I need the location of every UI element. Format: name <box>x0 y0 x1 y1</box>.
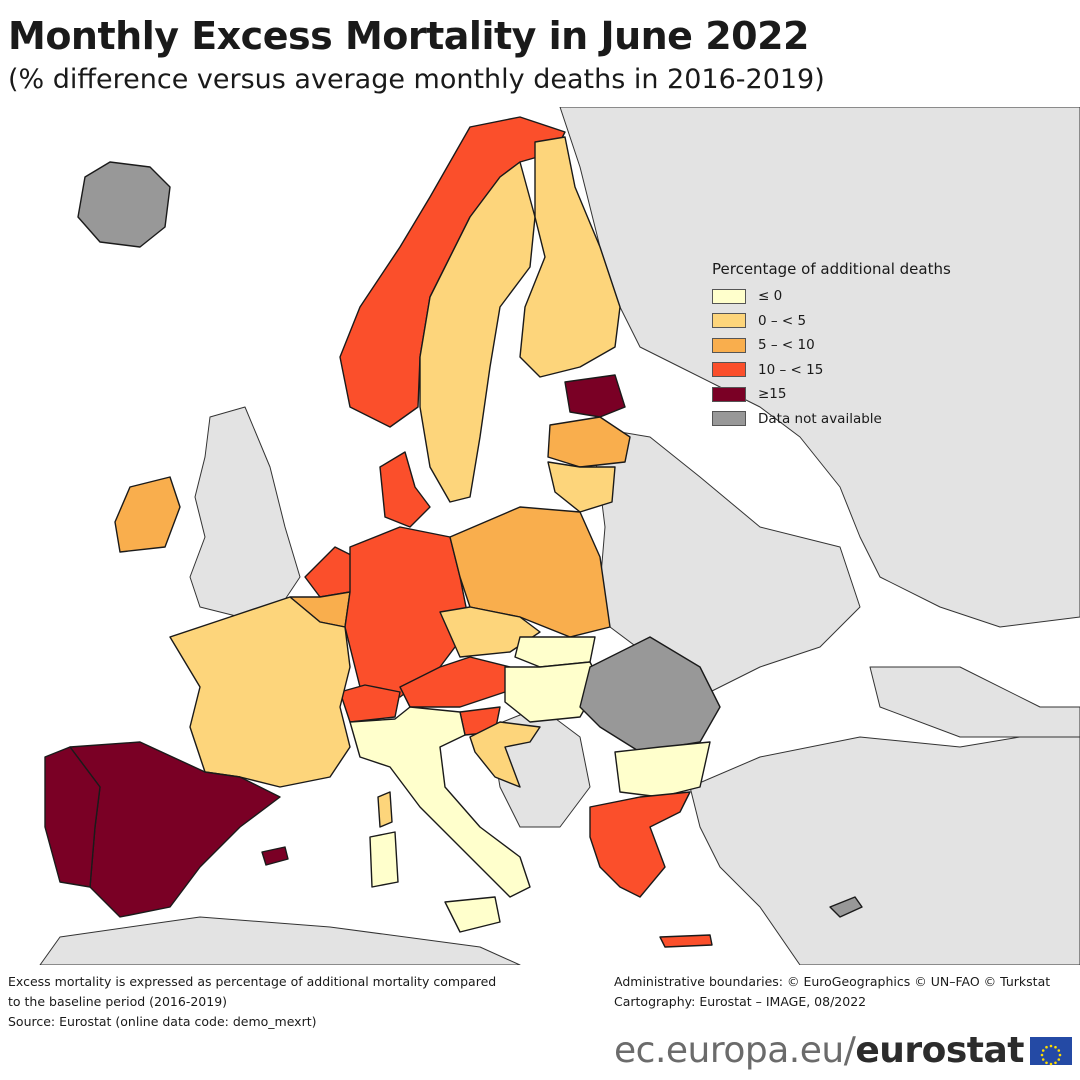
map-title: Monthly Excess Mortality in June 2022 <box>8 14 809 58</box>
country-latvia <box>547 416 631 468</box>
legend-label: ≥15 <box>758 386 787 403</box>
legend-label: 10 – < 15 <box>758 361 824 378</box>
legend-label: ≤ 0 <box>758 288 783 305</box>
country-lithuania <box>547 461 616 513</box>
country-netherlands <box>304 546 356 598</box>
legend-swatch <box>712 362 746 378</box>
legend-title: Percentage of additional deaths <box>712 260 951 278</box>
legend-item: ≥15 <box>712 382 951 407</box>
region-north-africa <box>39 916 521 965</box>
footer-cartography-credit: Cartography: Eurostat – IMAGE, 08/2022 <box>614 994 867 1009</box>
footer-credits: Administrative boundaries: © EuroGeograp… <box>614 972 1050 1012</box>
footer-source: Source: Eurostat (online data code: demo… <box>8 1014 317 1029</box>
country-greece <box>589 791 691 898</box>
country-spain-balearic <box>261 846 289 866</box>
country-sweden <box>419 161 536 503</box>
country-iceland <box>77 161 171 248</box>
country-denmark <box>379 451 431 528</box>
country-switzerland <box>339 684 401 723</box>
region-caucasus <box>869 666 1080 738</box>
country-france-corsica <box>377 791 393 828</box>
country-ireland <box>114 476 181 553</box>
eurostat-brand[interactable]: ec.europa.eu/eurostat <box>614 1030 1073 1071</box>
country-bulgaria <box>614 741 711 798</box>
region-uk <box>189 406 301 618</box>
country-czechia <box>439 606 541 658</box>
map-subtitle: (% difference versus average monthly dea… <box>8 64 825 95</box>
country-greece-crete <box>659 934 713 948</box>
country-estonia <box>564 374 626 418</box>
legend-label: 5 – < 10 <box>758 337 815 354</box>
legend-item: ≤ 0 <box>712 284 951 309</box>
legend-swatch <box>712 411 746 427</box>
region-turkey <box>689 726 1080 965</box>
legend-item: Data not available <box>712 407 951 432</box>
country-portugal <box>44 746 101 888</box>
country-italy-sicily <box>444 896 501 933</box>
legend-swatch <box>712 386 746 402</box>
region-belarus-ukraine <box>589 426 861 698</box>
legend-label: Data not available <box>758 410 882 427</box>
footer-note-line: Excess mortality is expressed as percent… <box>8 974 497 989</box>
legend-item: 0 – < 5 <box>712 309 951 334</box>
footer-note-line: to the baseline period (2016-2019) <box>8 994 228 1009</box>
footer-notes: Excess mortality is expressed as percent… <box>8 972 496 1032</box>
legend-swatch <box>712 337 746 353</box>
legend-item: 10 – < 15 <box>712 358 951 383</box>
brand-name: eurostat <box>855 1030 1025 1071</box>
legend-swatch <box>712 313 746 329</box>
map-legend: Percentage of additional deaths ≤ 0 0 – … <box>712 260 951 431</box>
europe-map <box>39 107 1080 965</box>
footer-boundaries-credit: Administrative boundaries: © EuroGeograp… <box>614 974 1051 989</box>
country-france <box>169 596 351 788</box>
eu-stars-icon <box>1040 1044 1062 1065</box>
country-finland <box>519 136 621 378</box>
legend-item: 5 – < 10 <box>712 333 951 358</box>
brand-domain: ec.europa.eu/ <box>614 1030 856 1071</box>
country-croatia <box>469 721 541 788</box>
legend-label: 0 – < 5 <box>758 312 807 329</box>
country-italy-sardinia <box>369 831 399 888</box>
country-poland <box>449 506 611 638</box>
eu-flag-icon <box>1030 1036 1073 1065</box>
country-romania <box>579 636 721 753</box>
country-italy <box>349 706 531 898</box>
country-cyprus <box>829 896 863 918</box>
legend-swatch <box>712 288 746 304</box>
map-area <box>0 107 1080 965</box>
